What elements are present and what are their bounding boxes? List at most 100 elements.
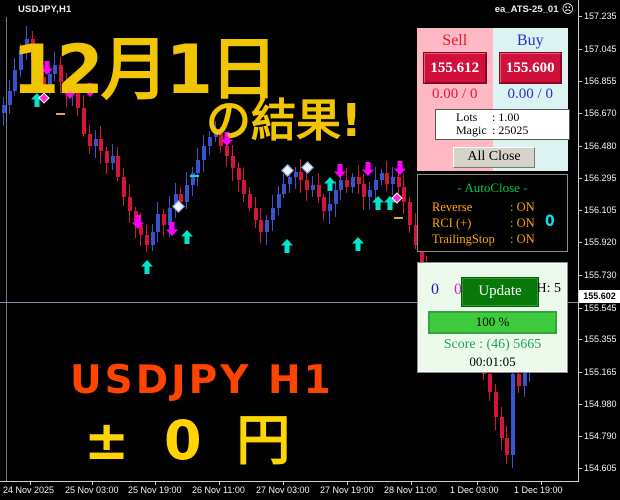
ea-smiley-icon[interactable]: ☹ bbox=[561, 2, 574, 16]
time-axis-tick bbox=[155, 481, 156, 485]
candle-body bbox=[59, 65, 63, 82]
candle-body bbox=[202, 146, 206, 160]
time-axis-tick bbox=[541, 481, 542, 485]
rci-indicator-light[interactable]: O bbox=[545, 211, 555, 230]
autoclose-row-value: : ON bbox=[510, 200, 535, 214]
candle-body bbox=[282, 184, 286, 194]
time-axis-label: 25 Nov 03:00 bbox=[65, 485, 119, 495]
candle-body bbox=[511, 374, 515, 455]
buy-price-button[interactable]: 155.600 bbox=[498, 52, 562, 84]
time-axis-tick bbox=[283, 481, 284, 485]
price-axis-label: 155.165 bbox=[584, 367, 617, 377]
autoclose-row-rci[interactable]: RCI (+) : ON bbox=[432, 216, 535, 231]
candle-body bbox=[122, 177, 126, 197]
candle-body bbox=[82, 108, 86, 134]
buy-count: 0 bbox=[431, 281, 439, 298]
autoclose-row-value: : ON bbox=[510, 216, 535, 230]
score-text: Score : (46) 5665 bbox=[443, 337, 542, 352]
time-axis-label: 1 Dec 03:00 bbox=[450, 485, 499, 495]
ea-label: ea_ATS-25_01 ☹ bbox=[495, 3, 574, 15]
candle-body bbox=[374, 180, 378, 190]
candle-wick bbox=[295, 167, 296, 189]
time-axis-label: 28 Nov 11:00 bbox=[384, 485, 437, 495]
candle-body bbox=[225, 146, 229, 156]
progress-percent-text: 100 % bbox=[475, 314, 510, 329]
candle-body bbox=[494, 392, 498, 417]
price-axis-label: 155.355 bbox=[584, 334, 617, 344]
price-axis-label: 154.790 bbox=[584, 431, 617, 441]
all-close-button[interactable]: All Close bbox=[453, 147, 535, 168]
price-axis-tick bbox=[578, 210, 582, 211]
time-axis-tick bbox=[219, 481, 220, 485]
tp-level-dash bbox=[394, 217, 403, 219]
price-axis-label: 154.980 bbox=[584, 399, 617, 409]
ea-name-text: ea_ATS-25_01 bbox=[494, 3, 559, 15]
update-panel: 0 0 Update H: 5 100 % Score : (46) 5665 … bbox=[417, 262, 568, 373]
candle-body bbox=[71, 87, 75, 94]
candle-body bbox=[311, 185, 315, 190]
update-button[interactable]: Update bbox=[462, 278, 538, 306]
magic-label: Magic bbox=[456, 123, 487, 137]
candle-body bbox=[505, 438, 509, 455]
price-axis-label: 155.730 bbox=[584, 270, 617, 280]
candle-body bbox=[13, 70, 17, 91]
chart-plot-area[interactable]: 12月1日 の結果! USDJPY H1 ± 0 円 bbox=[0, 0, 578, 481]
overlay-text-symbol: USDJPY H1 bbox=[70, 358, 334, 403]
tp-level-dash bbox=[56, 113, 65, 115]
signal-arrow-up-icon bbox=[352, 237, 364, 251]
candle-body bbox=[19, 50, 23, 70]
candle-body bbox=[237, 168, 241, 180]
candle-body bbox=[322, 197, 326, 211]
trade-marker-icon bbox=[301, 161, 314, 174]
price-axis-tick bbox=[578, 468, 582, 469]
price-axis-tick bbox=[578, 404, 582, 405]
autoclose-row-name: RCI (+) bbox=[432, 216, 472, 230]
time-axis-label: 27 Nov 03:00 bbox=[256, 485, 310, 495]
candle-body bbox=[185, 185, 189, 202]
candle-body bbox=[362, 184, 366, 197]
sell-label: Sell bbox=[442, 32, 468, 49]
candle-body bbox=[402, 187, 406, 202]
candle-body bbox=[214, 134, 218, 137]
candle-body bbox=[116, 156, 120, 177]
time-axis-tick bbox=[477, 481, 478, 485]
price-axis-tick bbox=[578, 436, 582, 437]
candle-body bbox=[317, 185, 321, 197]
lots-label: Lots bbox=[456, 110, 478, 124]
candle-body bbox=[36, 60, 40, 77]
progress-fill bbox=[430, 313, 555, 332]
candle-body bbox=[111, 156, 115, 163]
price-axis-label: 155.920 bbox=[584, 237, 617, 247]
period-separator-line bbox=[6, 17, 7, 481]
buy-label: Buy bbox=[516, 32, 544, 49]
candle-body bbox=[191, 173, 195, 185]
overlay-text-pnl: ± 0 円 bbox=[84, 409, 299, 472]
candle-body bbox=[305, 180, 309, 190]
overlay-text-date: 12月1日 bbox=[12, 31, 278, 110]
candle-body bbox=[271, 208, 275, 220]
price-axis-tick bbox=[578, 372, 582, 373]
candle-body bbox=[2, 105, 6, 113]
signal-arrow-up-icon bbox=[181, 230, 193, 244]
price-axis-tick bbox=[578, 178, 582, 179]
sell-count: 0 bbox=[454, 281, 462, 298]
price-axis[interactable]: 155.602 157.235 157.045 156.855 156.670 156.… bbox=[578, 0, 620, 481]
sell-price-button[interactable]: 155.612 bbox=[423, 52, 487, 84]
price-axis-tick bbox=[578, 275, 582, 276]
price-axis-tick bbox=[578, 146, 582, 147]
candle-body bbox=[414, 225, 418, 245]
autoclose-row-reverse[interactable]: Reverse : ON bbox=[432, 200, 535, 215]
autoclose-row-trailingstop[interactable]: TrailingStop: ON bbox=[432, 232, 535, 247]
autoclose-row-name: Reverse bbox=[432, 200, 473, 214]
candle-body bbox=[368, 190, 372, 197]
candle-body bbox=[168, 208, 172, 225]
price-axis-label: 157.235 bbox=[584, 11, 617, 21]
time-axis[interactable]: 24 Nov 2025 25 Nov 03:00 25 Nov 19:00 26 No… bbox=[0, 481, 620, 500]
candle-body bbox=[408, 202, 412, 225]
signal-arrow-down-icon bbox=[334, 164, 346, 178]
candle-body bbox=[231, 156, 235, 168]
candle-body bbox=[397, 177, 401, 187]
tp-level-dash bbox=[190, 175, 199, 177]
candle-body bbox=[53, 65, 57, 74]
